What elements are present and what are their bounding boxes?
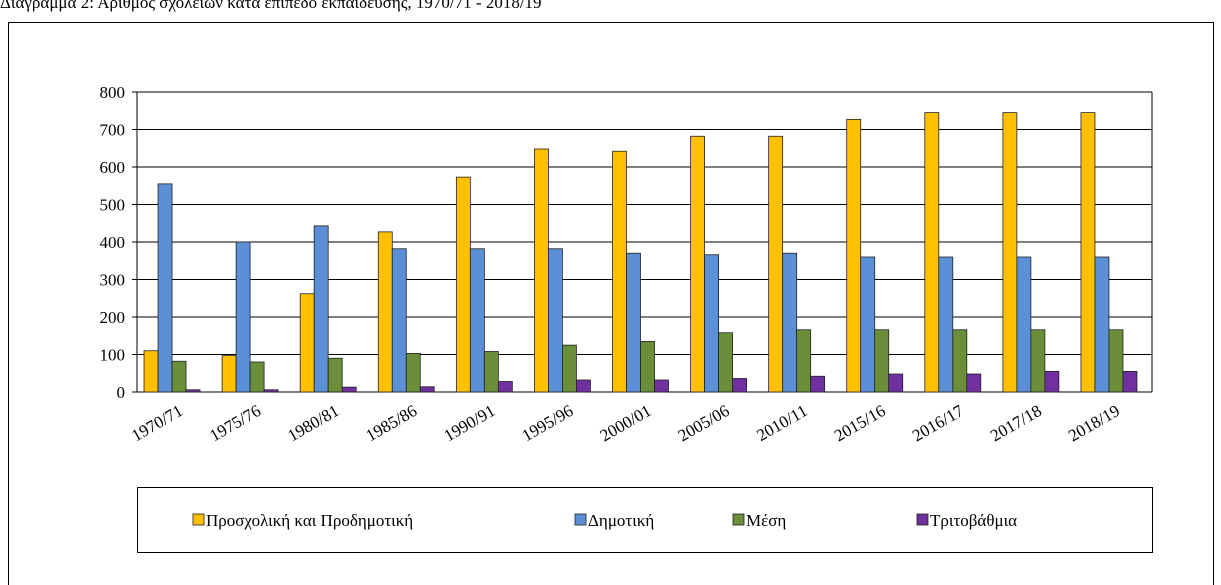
- chart-frame: [8, 22, 1214, 585]
- bar: [171, 360, 187, 393]
- bar: [768, 135, 784, 393]
- legend-swatch: [732, 513, 745, 526]
- x-tick-label: 2018/19: [1065, 401, 1123, 445]
- x-tick-label: 2010/11: [753, 401, 810, 445]
- bar: [157, 183, 173, 393]
- bar: [143, 350, 159, 393]
- y-tick-label: 100: [100, 346, 126, 365]
- bar: [612, 150, 627, 393]
- legend-swatch: [192, 513, 205, 526]
- bar: [576, 379, 591, 393]
- bar: [469, 248, 485, 393]
- x-tick-label: 2016/17: [909, 401, 967, 446]
- bar: [377, 231, 393, 393]
- legend-label: Τριτοβάθμια: [930, 511, 1017, 530]
- bar: [732, 378, 747, 393]
- bar: [704, 254, 719, 393]
- bar: [1108, 329, 1124, 393]
- y-tick-label: 800: [100, 83, 126, 102]
- bar: [952, 329, 968, 393]
- bar: [626, 252, 641, 393]
- chart-title: Διάγραμμα 2: Αριθμός σχολείων κατά επίπε…: [0, 0, 542, 12]
- bar: [1044, 370, 1060, 393]
- x-tick-label: 1975/76: [206, 401, 264, 445]
- bar: [263, 389, 279, 393]
- bar: [938, 256, 954, 393]
- y-tick-label: 300: [100, 271, 126, 290]
- x-tick-label: 1980/81: [284, 401, 342, 445]
- x-tick-label: 1985/86: [363, 401, 421, 445]
- y-tick-label: 400: [100, 233, 126, 252]
- legend-label: Μέση: [746, 511, 786, 530]
- legend-swatch: [574, 513, 587, 526]
- bar: [690, 135, 705, 393]
- bar: [299, 293, 315, 393]
- x-tick-label: 1995/96: [519, 401, 577, 445]
- bar: [562, 344, 577, 393]
- bar: [483, 351, 499, 393]
- bar: [548, 248, 563, 393]
- bar: [405, 352, 421, 393]
- bar: [654, 379, 669, 393]
- x-tick-label: 1970/71: [128, 401, 186, 445]
- bar: [874, 329, 890, 393]
- bar: [782, 252, 798, 393]
- bar: [497, 381, 513, 393]
- y-tick-label: 500: [100, 196, 126, 215]
- y-tick-label: 700: [100, 121, 126, 140]
- bar: [534, 148, 549, 393]
- bar: [391, 248, 407, 393]
- legend-frame: [137, 487, 1153, 553]
- bar: [888, 373, 904, 393]
- bar: [419, 386, 435, 393]
- bar: [235, 241, 251, 393]
- bar: [860, 256, 876, 393]
- bar: [966, 373, 982, 393]
- legend-swatch: [916, 513, 929, 526]
- x-tick-label: 2017/18: [987, 401, 1045, 445]
- bar: [1002, 112, 1018, 393]
- y-tick-label: 0: [117, 383, 126, 402]
- bar: [249, 361, 265, 393]
- x-tick-label: 2000/01: [597, 401, 655, 445]
- bar: [221, 355, 237, 393]
- bar: [1122, 370, 1138, 393]
- bar: [796, 329, 812, 393]
- legend-label: Προσχολική και Προδημοτική: [206, 511, 413, 530]
- x-tick-label: 2015/16: [831, 401, 889, 445]
- bar: [640, 340, 655, 393]
- bar: [810, 375, 826, 393]
- bar: [1030, 329, 1046, 393]
- bar: [1080, 112, 1096, 393]
- bar: [924, 112, 940, 393]
- x-tick-label: 1990/91: [441, 401, 499, 445]
- y-tick-label: 600: [100, 158, 126, 177]
- legend-label: Δημοτική: [588, 511, 654, 530]
- bar: [341, 386, 357, 393]
- bar: [327, 357, 343, 393]
- bar: [185, 389, 201, 393]
- bar: [455, 176, 471, 393]
- y-tick-label: 200: [100, 308, 126, 327]
- bar: [846, 118, 862, 393]
- bar: [1016, 256, 1032, 393]
- bar: [718, 332, 733, 393]
- bar: [313, 225, 329, 393]
- bar: [1094, 256, 1110, 393]
- x-tick-label: 2005/06: [675, 401, 733, 445]
